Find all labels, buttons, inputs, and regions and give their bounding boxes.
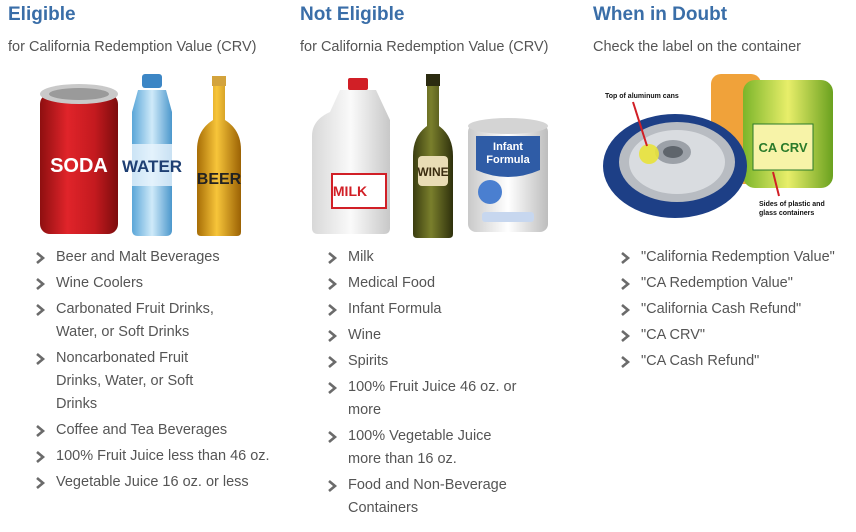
chevron-right-icon (328, 356, 338, 368)
water-label: WATER (122, 157, 182, 176)
list-item: Coffee and Tea Beverages (34, 419, 270, 442)
list-item: Milk (326, 246, 520, 269)
milk-jug-icon: MILK (312, 78, 390, 234)
eligible-heading: Eligible (8, 4, 76, 25)
wine-bottle-icon: WINE (413, 74, 453, 238)
chevron-right-icon (328, 278, 338, 290)
chevron-right-icon (36, 477, 46, 489)
chevron-right-icon (621, 356, 631, 368)
chevron-right-icon (328, 431, 338, 443)
chevron-right-icon (36, 252, 46, 264)
chevron-right-icon (328, 382, 338, 394)
list-item: Food and Non-Beverage Containers (326, 474, 516, 520)
doubt-list: "California Redemption Value" "CA Redemp… (619, 246, 835, 376)
chevron-right-icon (328, 252, 338, 264)
chevron-right-icon (36, 425, 46, 437)
water-bottle-icon: WATER (122, 74, 182, 236)
list-item: Wine Coolers (34, 272, 270, 295)
side-caption-2: glass containers (759, 210, 814, 217)
list-item: 100% Vegetable Juice more than 16 oz. (326, 425, 500, 471)
chevron-right-icon (621, 304, 631, 316)
formula-label-1: Infant (493, 141, 523, 153)
soda-label: SODA (50, 155, 108, 177)
formula-tin-icon: Infant Formula (468, 118, 548, 232)
not-eligible-heading: Not Eligible (300, 4, 405, 25)
list-item: Beer and Malt Beverages (34, 246, 270, 269)
eligible-subtitle: for California Redemption Value (CRV) (8, 39, 257, 55)
list-item: Noncarbonated Fruit Drinks, Water, or So… (34, 347, 214, 416)
pointer-line-top (632, 101, 648, 147)
chevron-right-icon (328, 304, 338, 316)
chevron-right-icon (328, 330, 338, 342)
chevron-right-icon (328, 480, 338, 492)
doubt-heading: When in Doubt (593, 4, 728, 25)
eligible-list: Beer and Malt Beverages Wine Coolers Car… (34, 246, 270, 497)
list-item: Wine (326, 324, 520, 347)
top-caption: Top of aluminum cans (605, 93, 679, 100)
soda-can-icon: SODA (40, 84, 118, 234)
formula-label-2: Formula (486, 154, 530, 166)
list-item: Infant Formula (326, 298, 520, 321)
not-eligible-containers-image: MILK WINE Infant Formula (312, 74, 548, 238)
list-item: Carbonated Fruit Drinks, Water, or Soft … (34, 298, 224, 344)
not-eligible-list: Milk Medical Food Infant Formula Wine Sp… (326, 246, 520, 523)
chevron-right-icon (621, 278, 631, 290)
chevron-right-icon (36, 304, 46, 316)
pointer-line-side (772, 171, 780, 197)
beer-label: BEER (197, 171, 242, 188)
list-item: "CA CRV" (619, 324, 835, 347)
list-item: "California Redemption Value" (619, 246, 835, 269)
beer-bottle-icon: BEER (197, 76, 242, 236)
milk-label: MILK (333, 183, 367, 199)
list-item: 100% Fruit Juice 46 oz. or more (326, 376, 520, 422)
chevron-right-icon (36, 353, 46, 365)
list-item: "CA Redemption Value" (619, 272, 835, 295)
list-item: "CA Cash Refund" (619, 350, 835, 373)
crv-mark-label: CA CRV (758, 140, 807, 155)
crv-label-example-image: CA CRV Top of aluminum cans Sides of pla… (603, 72, 835, 232)
list-item: Medical Food (326, 272, 520, 295)
side-caption-1: Sides of plastic and (759, 201, 825, 208)
doubt-subtitle: Check the label on the container (593, 39, 801, 55)
chevron-right-icon (36, 451, 46, 463)
chevron-right-icon (36, 278, 46, 290)
wine-label: WINE (417, 165, 448, 179)
chevron-right-icon (621, 252, 631, 264)
not-eligible-subtitle: for California Redemption Value (CRV) (300, 39, 549, 55)
list-item: "California Cash Refund" (619, 298, 835, 321)
aluminum-can-icon (603, 114, 747, 218)
eligible-containers-image: SODA WATER BEER (40, 74, 242, 236)
list-item: Vegetable Juice 16 oz. or less (34, 471, 270, 494)
chevron-right-icon (621, 330, 631, 342)
list-item: 100% Fruit Juice less than 46 oz. (34, 445, 270, 468)
list-item: Spirits (326, 350, 520, 373)
